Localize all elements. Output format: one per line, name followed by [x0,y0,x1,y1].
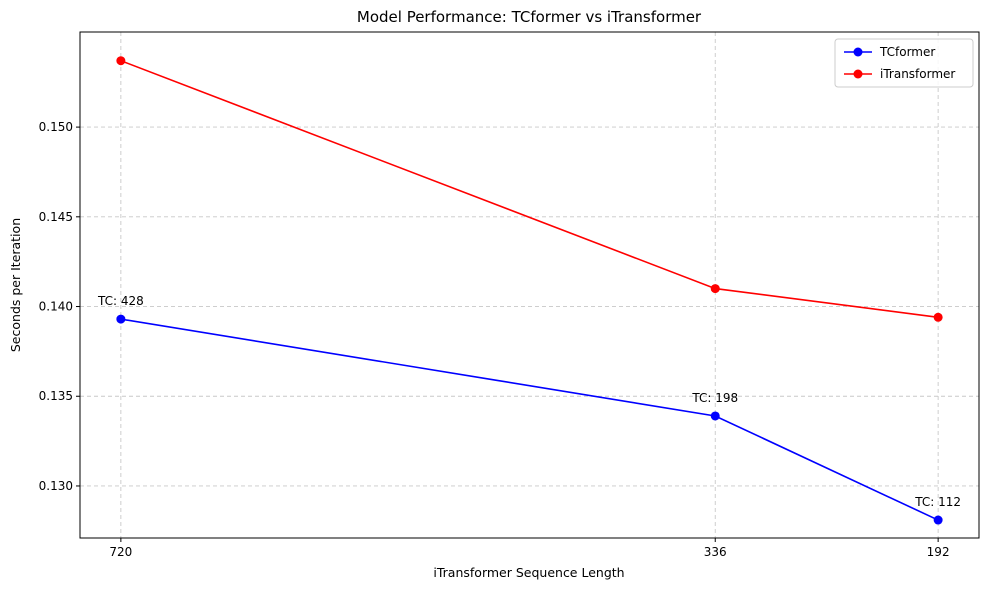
legend-marker-itransformer [853,69,863,79]
y-axis-label: Seconds per Iteration [8,218,23,352]
data-point-itransformer [710,284,720,294]
data-point-tcformer [933,515,943,525]
series-line-tcformer [120,318,939,521]
x-tick-label: 336 [704,545,727,559]
y-tick-label: 0.130 [39,479,73,493]
legend-label-itransformer: iTransformer [880,67,955,81]
x-axis-label: iTransformer Sequence Length [433,565,624,580]
data-point-itransformer [933,312,943,322]
data-point-tcformer [710,411,720,421]
plot-frame [79,31,980,539]
series-line-itransformer [120,59,939,319]
y-tick-label: 0.145 [39,210,73,224]
annotation-label: TC: 428 [97,294,144,308]
series-layer [116,56,943,525]
legend-marker-tcformer [853,47,863,57]
legend-label-tcformer: TCformer [879,45,935,59]
y-tick-label: 0.140 [39,300,73,314]
legend: TCformer iTransformer [834,38,974,88]
x-tick-label: 720 [109,545,132,559]
annotation-label: TC: 112 [914,495,961,509]
y-tick-label: 0.150 [39,120,73,134]
data-point-tcformer [116,314,126,324]
data-point-itransformer [116,56,126,66]
legend-box [834,38,974,88]
annotation-label: TC: 198 [691,391,738,405]
chart-title: Model Performance: TCformer vs iTransfor… [357,8,702,26]
x-tick-label: 192 [927,545,950,559]
axes-layer: 0.130 0.135 0.140 0.145 0.150 720 336 192 [39,120,950,559]
grid-layer [80,32,979,538]
annotation-layer: TC: 428 TC: 198 TC: 112 [97,294,961,509]
y-tick-label: 0.135 [39,389,73,403]
